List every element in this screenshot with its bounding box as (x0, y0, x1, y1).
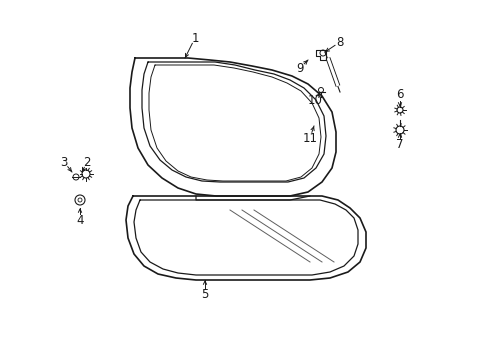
Text: 1: 1 (191, 31, 198, 45)
Text: 11: 11 (302, 131, 317, 144)
Text: 6: 6 (395, 89, 403, 102)
Text: 2: 2 (83, 156, 91, 168)
Text: 4: 4 (76, 213, 83, 226)
Text: 5: 5 (201, 288, 208, 302)
Text: 7: 7 (395, 139, 403, 152)
Text: 8: 8 (336, 36, 343, 49)
Text: 3: 3 (60, 156, 67, 168)
Text: 10: 10 (307, 94, 322, 107)
Text: 9: 9 (296, 62, 303, 75)
